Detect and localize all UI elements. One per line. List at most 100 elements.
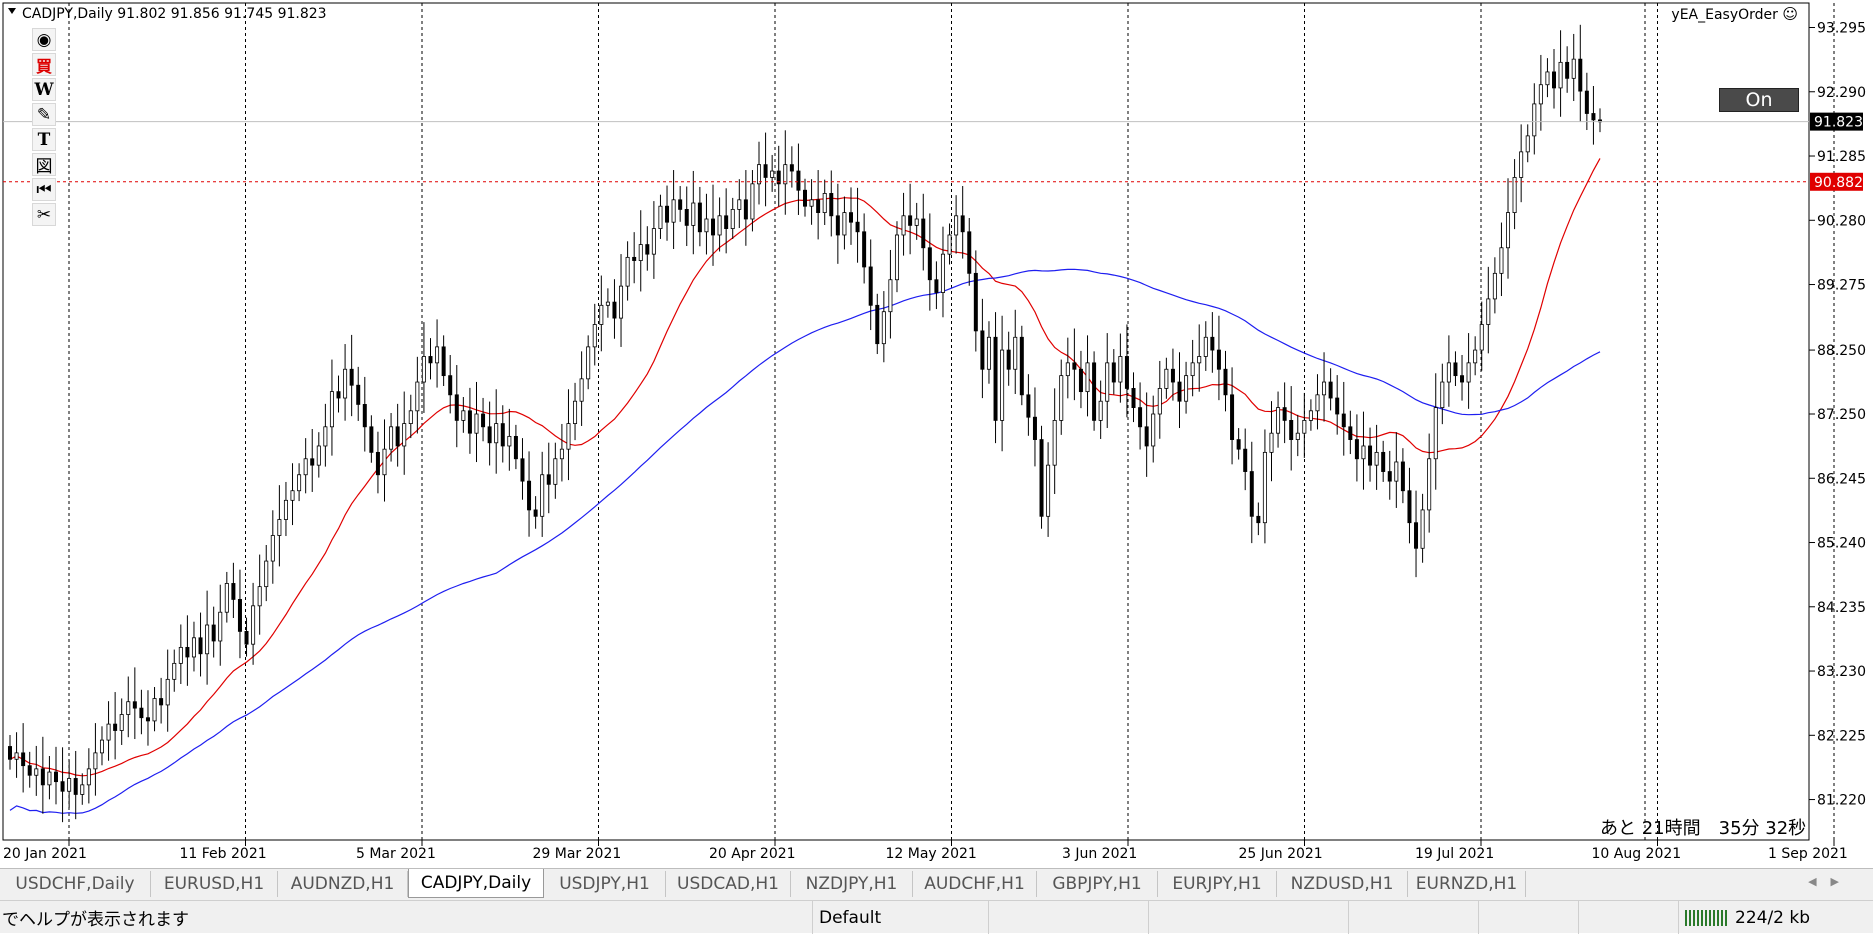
- candle: [1013, 309, 1018, 394]
- candle: [1492, 257, 1497, 314]
- candle: [1184, 361, 1189, 414]
- candle: [1098, 380, 1103, 439]
- text-icon[interactable]: T: [32, 128, 56, 151]
- axes: 93.295 92.290 91.285 90.280 89.275 88.250 87.2…: [3, 21, 1866, 862]
- candle: [145, 690, 150, 746]
- candle: [1157, 360, 1162, 439]
- candle: [645, 226, 650, 271]
- chart-area[interactable]: 91.823 90.882 93.295 92.290 91.285 90.280 89.…: [0, 0, 1873, 866]
- eye-icon[interactable]: ◉: [32, 28, 56, 51]
- tab-nzdjpy-h1[interactable]: NZDJPY,H1: [791, 871, 913, 897]
- candle: [369, 415, 374, 463]
- candle: [172, 649, 177, 692]
- price-tick-label: 88.250: [1817, 343, 1866, 359]
- candle: [198, 612, 203, 677]
- candle: [1006, 331, 1011, 386]
- w-icon[interactable]: W: [32, 78, 56, 101]
- candle: [1512, 159, 1517, 230]
- price-tick-label: 85.240: [1817, 536, 1866, 552]
- tab-cadjpy-daily[interactable]: CADJPY,Daily: [408, 869, 544, 898]
- candle: [21, 723, 26, 793]
- tab-eurnzd-h1[interactable]: EURNZD,H1: [1408, 871, 1526, 897]
- candle: [1348, 410, 1353, 455]
- candle: [1111, 349, 1116, 395]
- candle: [1506, 178, 1511, 279]
- candle: [1190, 339, 1195, 397]
- candle: [1118, 333, 1123, 403]
- candle: [349, 334, 354, 417]
- candle: [1276, 391, 1281, 448]
- tab-audchf-h1[interactable]: AUDCHF,H1: [913, 871, 1037, 897]
- tab-usdjpy-h1[interactable]: USDJPY,H1: [544, 871, 666, 897]
- candle: [967, 217, 972, 286]
- candle: [684, 186, 689, 247]
- candle: [1243, 428, 1248, 491]
- candle: [1538, 54, 1543, 131]
- figure-icon[interactable]: 図: [32, 153, 56, 177]
- candle: [513, 424, 518, 470]
- candle: [625, 241, 630, 301]
- candle: [329, 359, 334, 456]
- candle: [1400, 448, 1405, 504]
- date-tick-label: 1 Sep 2021: [1768, 846, 1848, 862]
- current-price-label: 91.823: [1814, 115, 1863, 131]
- candle: [152, 687, 157, 732]
- tab-eurjpy-h1[interactable]: EURJPY,H1: [1158, 871, 1277, 897]
- candle: [1519, 124, 1524, 203]
- rewind-icon[interactable]: ⏮: [32, 178, 56, 201]
- tab-usdcad-h1[interactable]: USDCAD,H1: [666, 871, 791, 897]
- candle: [1046, 442, 1051, 537]
- pencil-icon[interactable]: ✎: [32, 103, 56, 126]
- candle: [270, 510, 275, 584]
- tab-scroll-arrows[interactable]: ◀▶: [1808, 875, 1853, 888]
- candle: [704, 193, 709, 255]
- candle: [1578, 24, 1583, 123]
- candle: [1039, 425, 1044, 529]
- candle: [783, 130, 788, 215]
- date-tick-label: 19 Jul 2021: [1415, 846, 1494, 862]
- tab-eurusd-h1[interactable]: EURUSD,H1: [151, 871, 278, 897]
- candle: [717, 197, 722, 252]
- tab-nzdusd-h1[interactable]: NZDUSD,H1: [1277, 871, 1408, 897]
- candle: [1591, 86, 1596, 145]
- candle: [1164, 357, 1169, 399]
- candle: [224, 571, 229, 623]
- candle: [1414, 490, 1419, 578]
- tab-audnzd-h1[interactable]: AUDNZD,H1: [278, 871, 408, 897]
- scissors-icon[interactable]: ✂: [32, 203, 56, 226]
- candle: [757, 141, 762, 205]
- candle: [185, 615, 190, 686]
- level-label: 90.882: [1814, 175, 1863, 191]
- candle: [428, 338, 433, 380]
- candle: [540, 451, 545, 537]
- candle: [1584, 72, 1589, 131]
- date-tick-label: 5 Mar 2021: [356, 846, 436, 862]
- candle: [1105, 333, 1110, 429]
- candle: [894, 221, 899, 293]
- candle: [1499, 222, 1504, 297]
- buy-icon[interactable]: 買: [32, 53, 56, 76]
- candle: [888, 249, 893, 339]
- tab-usdchf-daily[interactable]: USDCHF,Daily: [0, 871, 151, 897]
- candle: [586, 335, 591, 390]
- candle: [139, 689, 144, 735]
- candle: [678, 186, 683, 222]
- price-tick-label: 82.225: [1817, 728, 1866, 744]
- connection-status[interactable]: 224/2 kb: [1678, 901, 1873, 934]
- header-dropdown-icon[interactable]: [8, 8, 16, 14]
- price-chart[interactable]: 91.823 90.882 93.295 92.290 91.285 90.280 89.…: [0, 0, 1873, 866]
- tab-gbpjpy-h1[interactable]: GBPJPY,H1: [1037, 871, 1158, 897]
- candle: [1210, 312, 1215, 373]
- candles: [7, 24, 1603, 823]
- candle: [448, 355, 453, 414]
- candle: [1302, 392, 1307, 458]
- date-tick-label: 11 Feb 2021: [180, 846, 267, 862]
- chart-header: CADJPY,Daily 91.802 91.856 91.745 91.823: [22, 6, 327, 22]
- candle: [1223, 350, 1228, 412]
- ea-on-button[interactable]: On: [1719, 88, 1799, 112]
- chart-tabs: ◀▶ USDCHF,Daily EURUSD,H1 AUDNZD,H1 CADJPY,…: [0, 868, 1873, 900]
- candle: [954, 195, 959, 254]
- candle: [691, 170, 696, 255]
- candle: [297, 463, 302, 502]
- candle: [1026, 374, 1031, 436]
